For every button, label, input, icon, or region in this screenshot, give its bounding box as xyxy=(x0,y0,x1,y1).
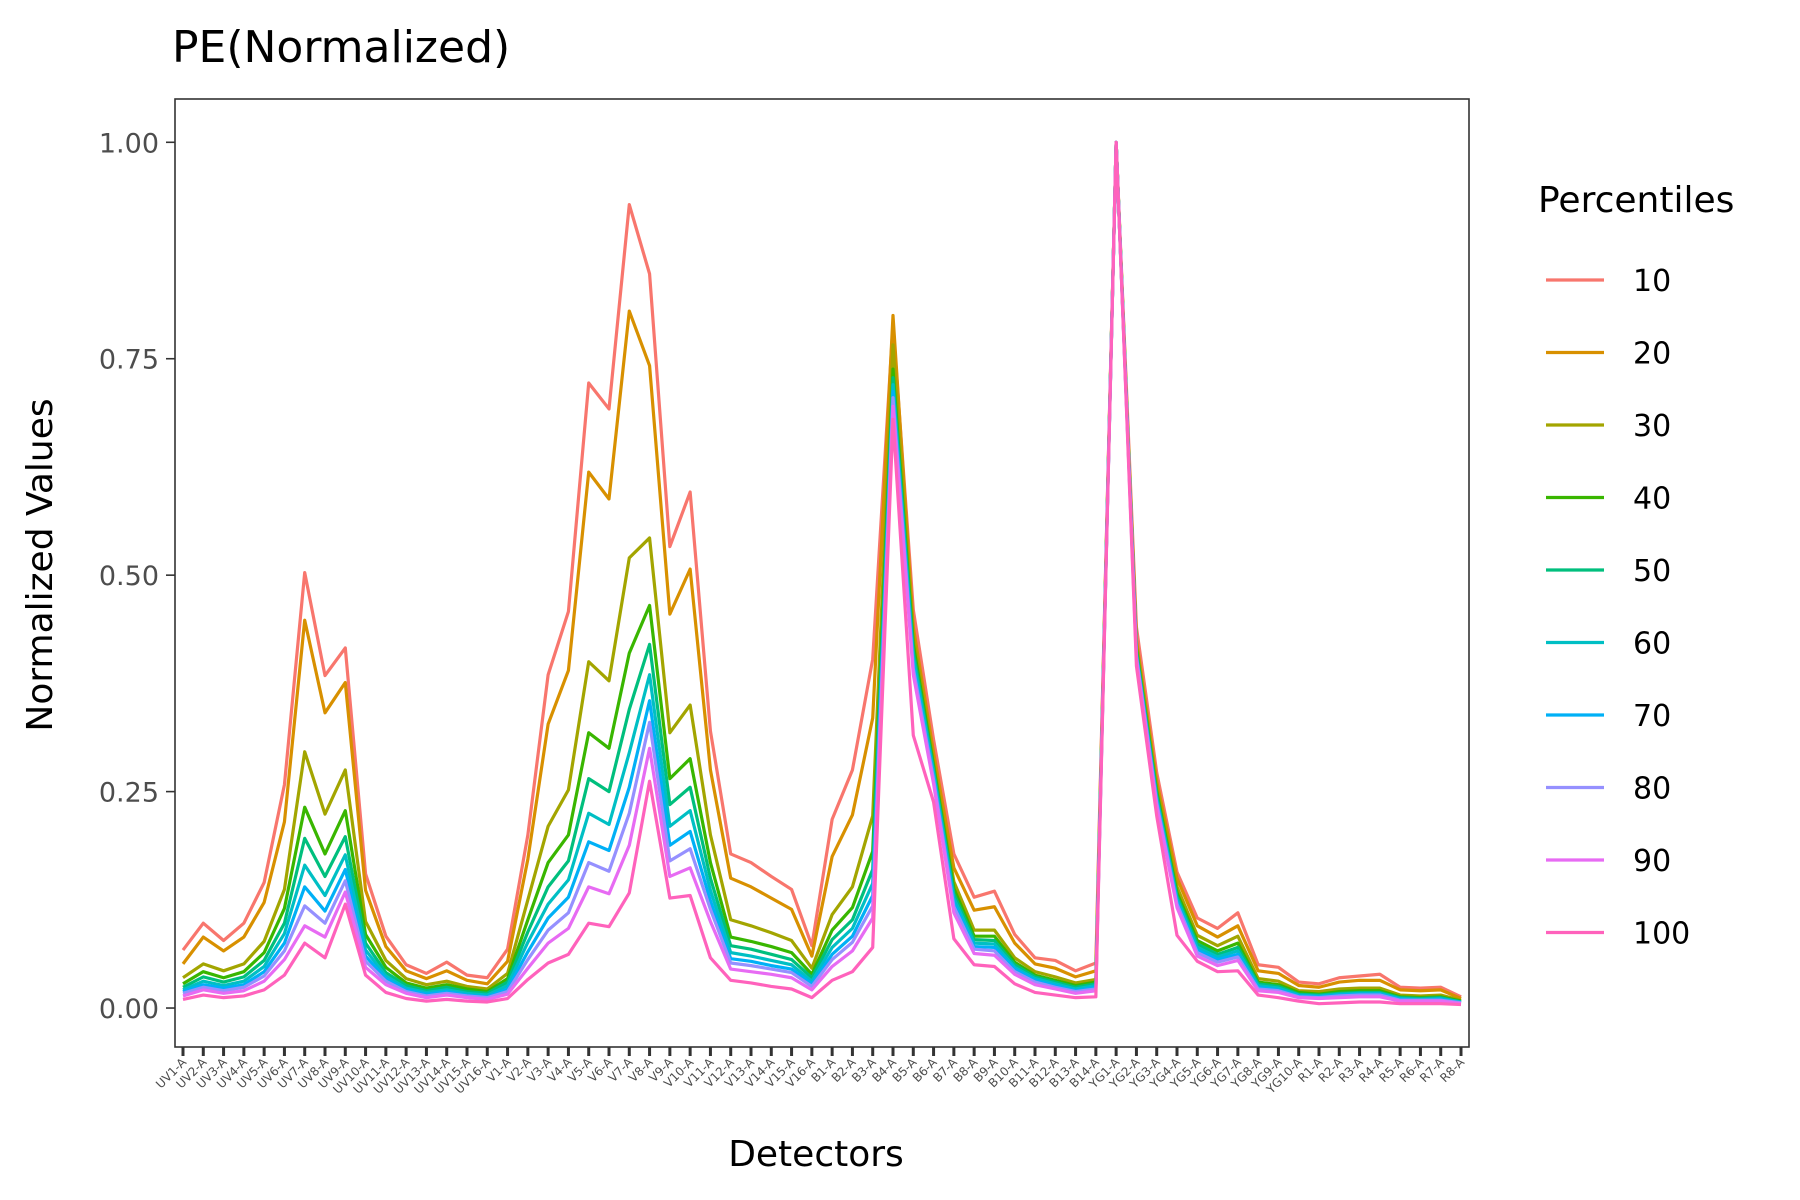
legend-label-10: 10 xyxy=(1633,264,1671,299)
legend-label-50: 50 xyxy=(1633,554,1671,589)
legend-label-70: 70 xyxy=(1633,699,1671,734)
legend-label-20: 20 xyxy=(1633,337,1671,372)
series-line-30 xyxy=(182,140,1462,1002)
series-line-20 xyxy=(181,140,1462,1000)
legend-items: 10 20 30 40 50 60 70 80 90 100 xyxy=(1546,264,1690,952)
legend: Percentiles 10 20 30 40 50 60 70 80 90 100 xyxy=(1538,180,1734,952)
chart-title: PE(Normalized) xyxy=(172,22,510,73)
legend-label-100: 100 xyxy=(1633,917,1690,952)
panel-border xyxy=(174,98,1470,1048)
legend-title: Percentiles xyxy=(1538,180,1734,221)
series-line-100 xyxy=(182,140,1462,1007)
legend-label-80: 80 xyxy=(1633,772,1671,807)
y-tick-label: 1.00 xyxy=(99,128,159,159)
series-line-10 xyxy=(181,140,1462,999)
x-axis-title: Detectors xyxy=(728,1134,904,1175)
y-tick-label: 0.25 xyxy=(99,778,159,809)
series-line-90 xyxy=(182,140,1462,1006)
y-tick-label: 0.75 xyxy=(99,345,159,376)
legend-label-40: 40 xyxy=(1633,482,1671,517)
y-tick-label: 0.00 xyxy=(99,994,159,1025)
y-tick-label: 0.50 xyxy=(99,561,159,592)
y-axis-title: Normalized Values xyxy=(20,398,61,731)
legend-label-30: 30 xyxy=(1633,409,1671,444)
plot-area: 0.000.250.500.751.00UV1-AUV2-AUV3-AUV4-A… xyxy=(99,98,1470,1097)
legend-label-90: 90 xyxy=(1633,844,1671,879)
legend-label-60: 60 xyxy=(1633,627,1671,662)
